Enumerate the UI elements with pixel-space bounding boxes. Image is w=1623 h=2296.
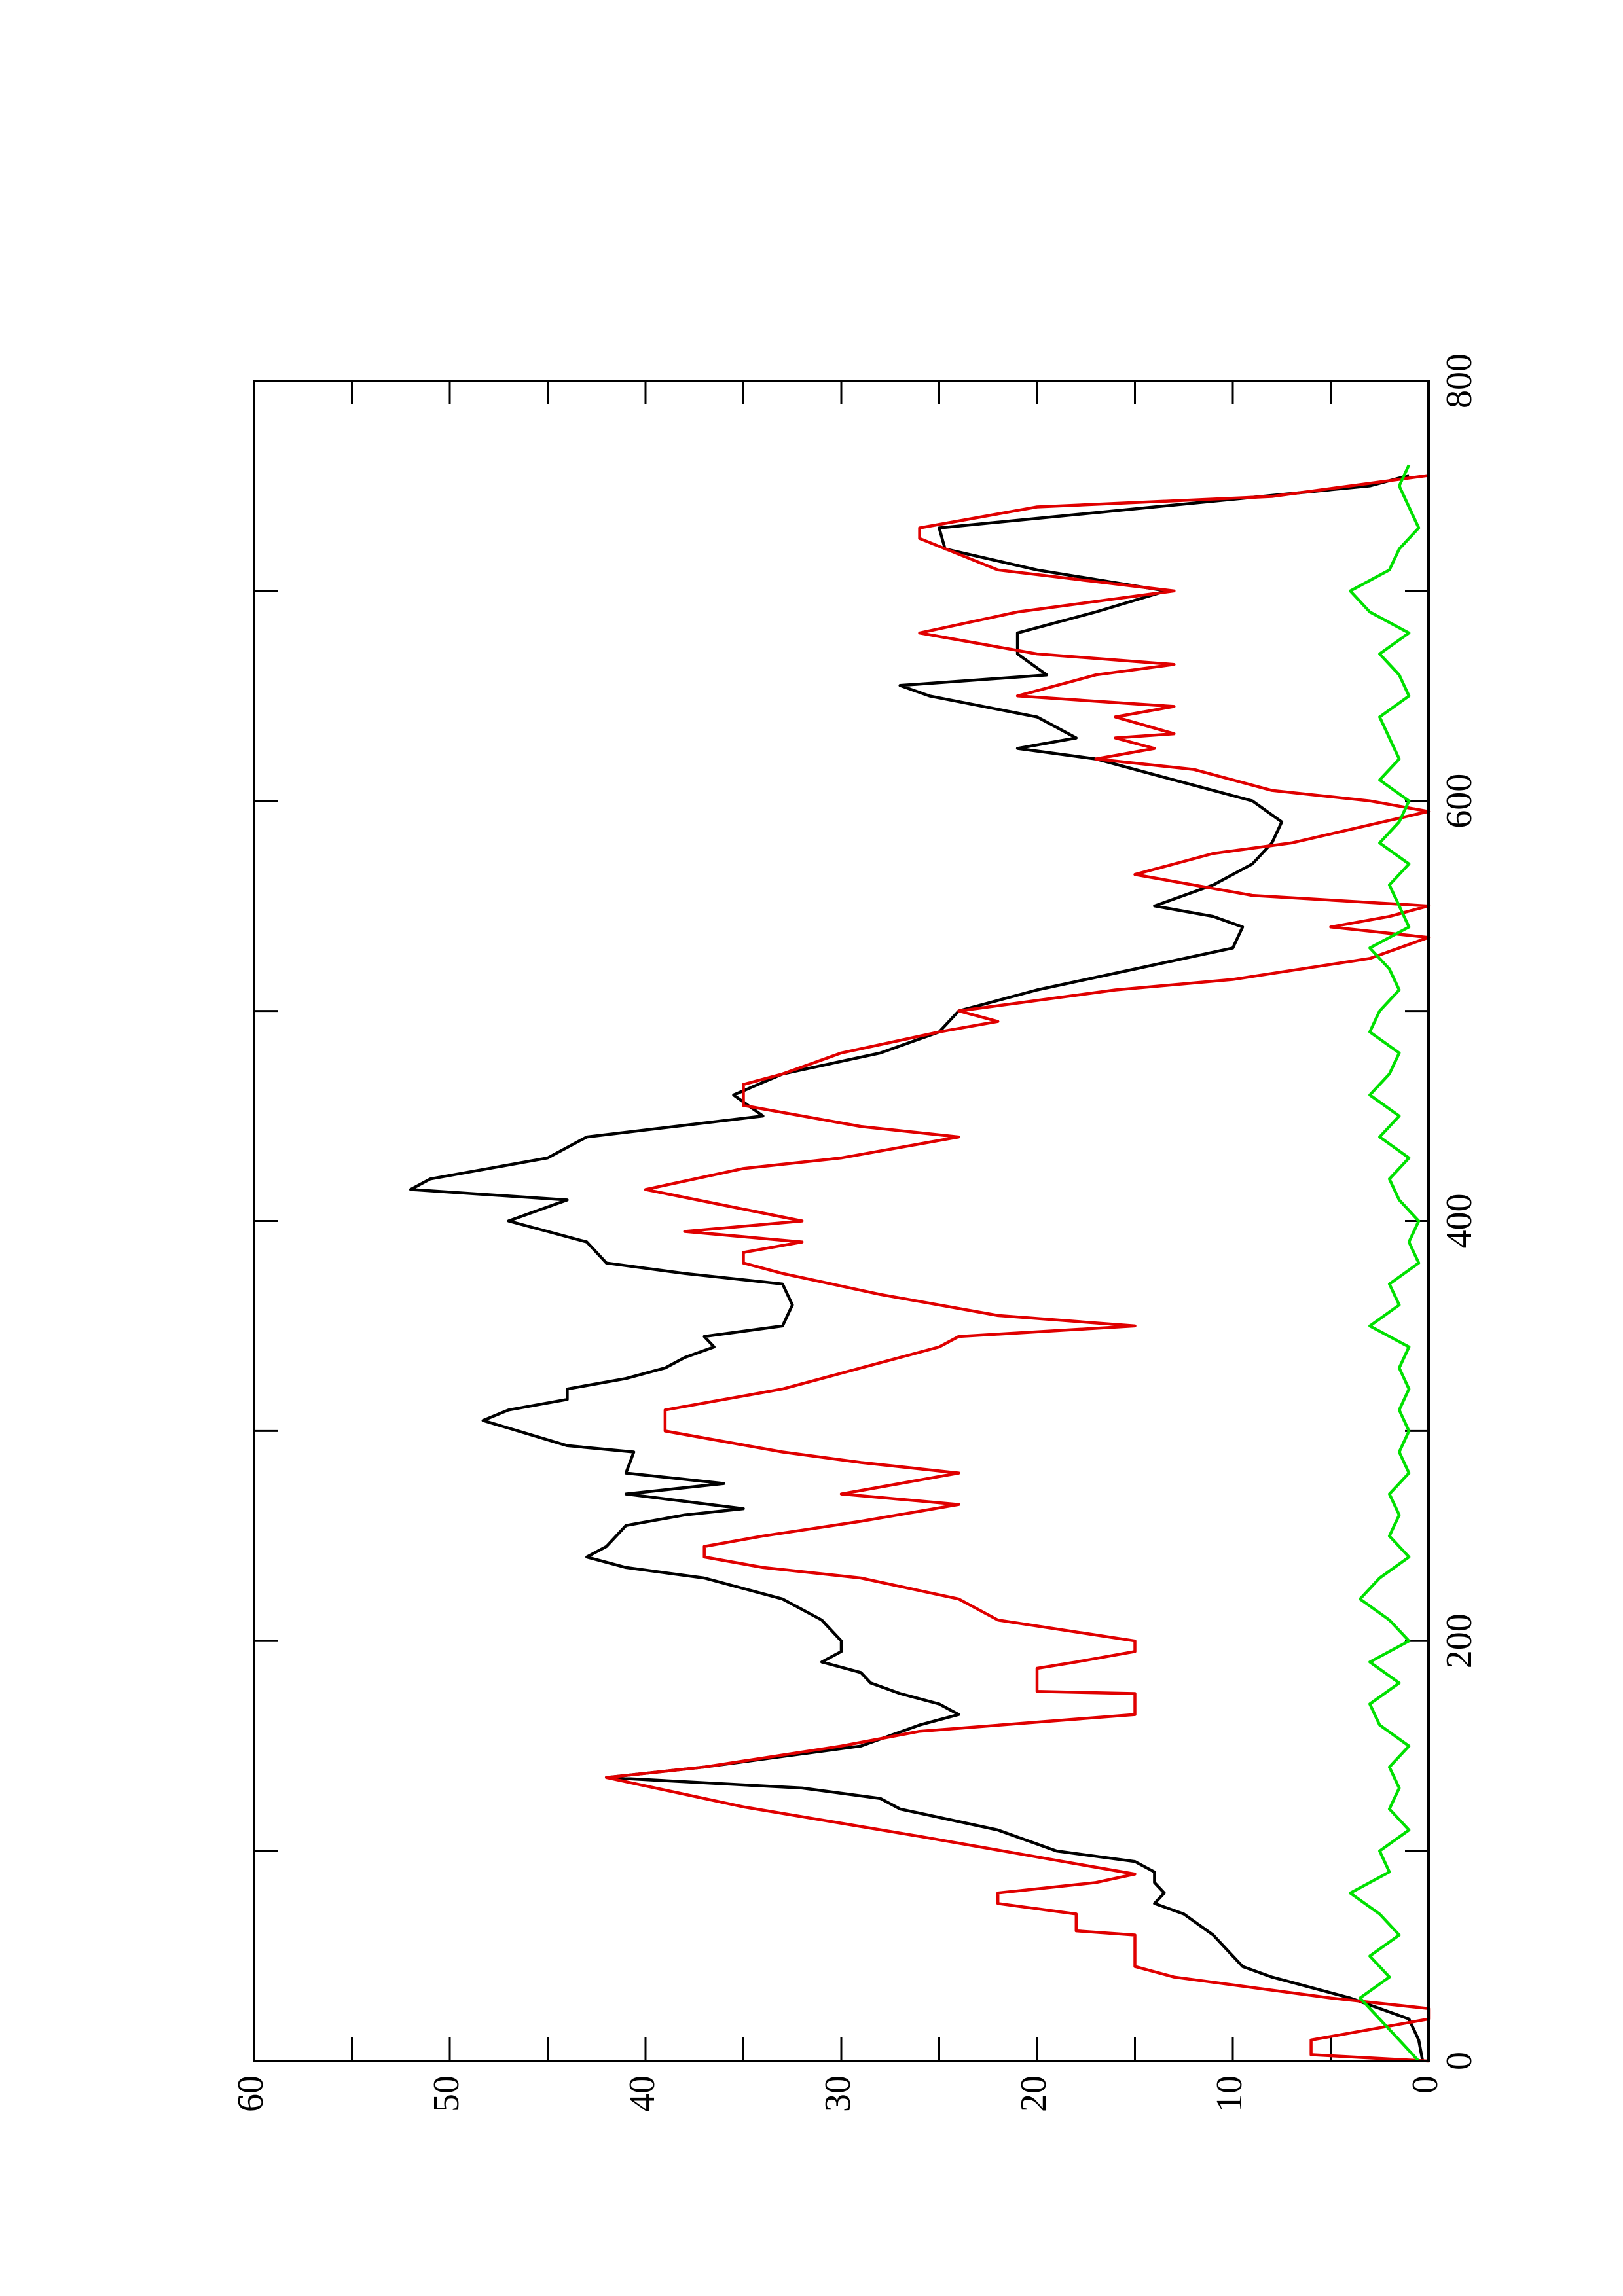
- y-tick-label: 10: [1209, 2075, 1250, 2112]
- y-tick-label: 20: [1013, 2075, 1054, 2112]
- series-line: [604, 474, 1431, 2063]
- x-tick-label: 200: [1439, 1613, 1480, 1668]
- series-line: [409, 474, 1425, 2062]
- x-tick-label: 800: [1439, 353, 1480, 408]
- y-tick-label: 0: [1405, 2075, 1446, 2094]
- plot-frame: [253, 380, 1430, 2062]
- plot: 0 200 400 600 800 0 10 20 30 40 50 60: [230, 353, 1480, 2112]
- y-tick-label: 40: [622, 2075, 663, 2112]
- x-tick-label: 400: [1439, 1194, 1480, 1249]
- series-line: [1349, 464, 1421, 2062]
- y-tick-label: 60: [230, 2075, 271, 2112]
- x-tick-label: 0: [1439, 2052, 1480, 2070]
- x-tick-label: 600: [1439, 774, 1480, 829]
- y-tick-label: 30: [818, 2075, 858, 2112]
- y-tick-label: 50: [426, 2075, 467, 2112]
